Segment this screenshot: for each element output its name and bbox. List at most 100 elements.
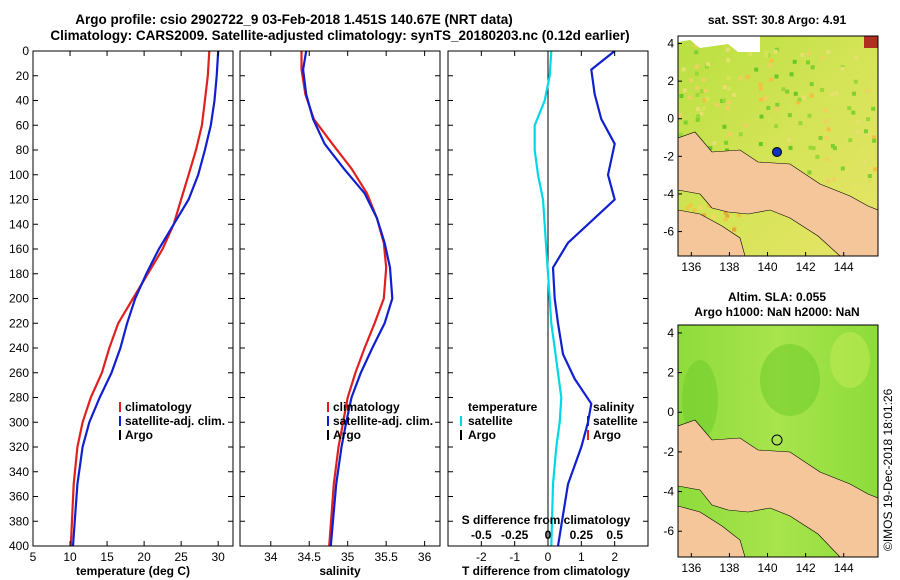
sst-pixel — [694, 71, 699, 76]
map-x-tick-label: 144 — [834, 561, 854, 575]
sst-argo-marker — [772, 147, 782, 157]
sst-pixel — [732, 92, 737, 97]
series-line-climatology — [69, 51, 211, 546]
sst-pixel — [703, 88, 708, 93]
t-difference-xlabel: T difference from climatology — [462, 564, 630, 578]
sla-land-south — [678, 505, 746, 557]
x-tick-label: 5 — [30, 550, 37, 564]
y-tick-label: 80 — [16, 143, 30, 157]
sst-pixel — [781, 87, 786, 92]
s-difference-label: S difference from climatology — [462, 513, 631, 527]
sst-pixel — [682, 88, 687, 93]
sst-pixel — [786, 137, 791, 142]
sst-pixel — [743, 123, 748, 128]
sst-pixel — [726, 86, 731, 91]
y-tick-label: 0 — [22, 44, 29, 58]
sst-pixel — [759, 97, 764, 102]
map-x-tick-label: 136 — [681, 561, 701, 575]
map-y-tick-label: 2 — [667, 366, 674, 380]
sst-pixel — [871, 106, 876, 111]
x-tick-label: 36 — [418, 550, 432, 564]
sst-pixel — [708, 146, 713, 151]
sst-pixel — [825, 157, 830, 162]
s-diff-tick-label: 0 — [545, 528, 552, 542]
sst-pixel — [701, 213, 706, 218]
sst-pixel — [826, 50, 831, 54]
sst-pixel — [819, 128, 824, 133]
salinity-axes-box — [239, 50, 441, 547]
sst-pixel — [830, 144, 835, 148]
sst-pixel — [867, 159, 872, 164]
x-tick-label: 20 — [137, 550, 151, 564]
sst-pixel — [823, 119, 828, 124]
sst-pixel — [748, 51, 753, 56]
series-line-climatology — [300, 51, 388, 546]
sla-map: Altim. SLA: 0.055 Argo h1000: NaN h2000:… — [663, 290, 879, 575]
salinity-panel: 34 34.5 35 35.5 36 salinity climatologysatel… — [239, 50, 441, 578]
sst-pixel — [864, 85, 869, 90]
sst-pixel — [826, 127, 831, 132]
sst-pixel — [694, 43, 698, 48]
sla-low-anomaly — [760, 344, 820, 416]
sst-pixel — [745, 74, 750, 79]
series-line-salinity-satellite — [551, 51, 616, 546]
map-x-tick-label: 138 — [719, 260, 739, 274]
sst-pixel — [679, 94, 684, 98]
sst-pixel — [758, 82, 763, 87]
sst-pixel — [728, 132, 733, 137]
title-line-1: Argo profile: csio 2902722_9 03-Feb-2018… — [75, 12, 512, 27]
sst-pixel — [807, 113, 812, 118]
sst-pixel — [695, 107, 700, 112]
sst-pixel — [853, 79, 858, 84]
y-tick-label: 180 — [9, 267, 29, 281]
sst-pixel — [798, 121, 803, 126]
sst-pixel — [809, 93, 814, 98]
sla-argo-marker — [771, 434, 783, 446]
x-tick-label: 10 — [63, 550, 77, 564]
sst-pixel — [737, 213, 741, 218]
map-y-tick-label: 0 — [667, 405, 674, 419]
x-tick-label: 0 — [545, 550, 552, 564]
y-tick-label: 200 — [9, 292, 29, 306]
sst-pixel — [722, 124, 727, 129]
map-y-tick-label: -4 — [663, 187, 674, 201]
sst-pixel — [806, 51, 811, 56]
y-tick-label: 160 — [9, 242, 29, 256]
sst-pixel — [694, 50, 699, 55]
legend-label: Argo — [125, 428, 153, 442]
y-tick-label: 380 — [9, 514, 29, 528]
sst-pixel — [822, 90, 827, 95]
sst-pixel — [738, 76, 743, 81]
sst-pixel — [724, 140, 729, 145]
sst-pixel — [764, 51, 769, 56]
sst-pixel — [759, 114, 764, 119]
legend-label: satellite — [593, 414, 638, 428]
sst-pixel — [775, 106, 780, 111]
sst-pixel — [704, 64, 709, 69]
cloud-mask — [678, 36, 760, 52]
x-tick-label: 35 — [341, 550, 355, 564]
map-x-tick-label: 142 — [796, 561, 816, 575]
sst-pixel — [678, 132, 683, 137]
sst-pixel — [815, 154, 820, 159]
copyright-stamp: ©IMOS 19-Dec-2018 18:01:26 — [881, 388, 895, 551]
sst-pixel — [832, 146, 837, 151]
sst-pixel — [688, 203, 693, 208]
s-diff-tick-label: 0.5 — [606, 528, 623, 542]
sst-pixel — [810, 65, 815, 70]
sst-pixel — [866, 131, 871, 136]
sst-pixel — [701, 78, 706, 82]
s-diff-tick-label: 0.25 — [570, 528, 594, 542]
sst-pixel — [847, 106, 852, 111]
legend-label: satellite-adj. clim. — [125, 414, 225, 428]
legend-title-salinity: salinity — [593, 400, 635, 414]
y-tick-label: 360 — [9, 490, 29, 504]
sst-pixel — [766, 105, 771, 110]
map-x-tick-label: 144 — [834, 260, 854, 274]
legend-label: satellite — [468, 414, 513, 428]
y-tick-label: 340 — [9, 465, 29, 479]
sst-map-title: sat. SST: 30.8 Argo: 4.91 — [708, 13, 847, 27]
sst-pixel — [725, 148, 729, 153]
y-tick-label: 40 — [16, 94, 30, 108]
